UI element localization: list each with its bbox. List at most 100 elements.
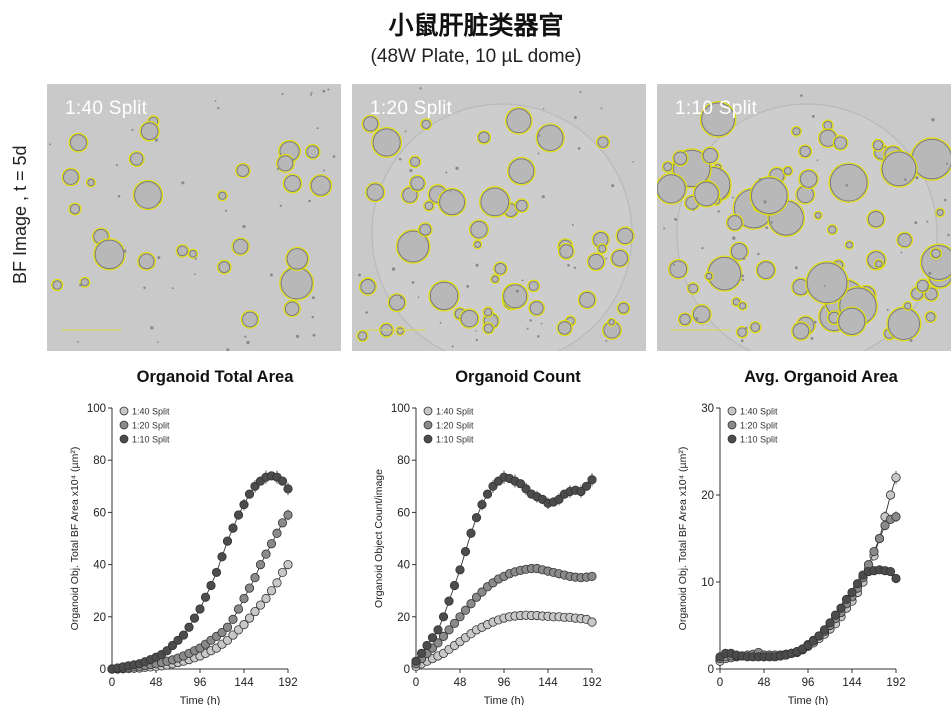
debris bbox=[741, 278, 744, 282]
legend-marker bbox=[119, 434, 129, 444]
debris bbox=[246, 340, 250, 345]
organoid bbox=[915, 278, 931, 294]
debris bbox=[515, 289, 519, 293]
y-tick-label: 30 bbox=[701, 403, 714, 415]
organoid bbox=[279, 265, 315, 301]
series-2 bbox=[411, 470, 597, 666]
data-point bbox=[211, 567, 222, 578]
debris bbox=[269, 273, 273, 277]
debris bbox=[225, 209, 228, 212]
organoid bbox=[61, 167, 81, 187]
data-point bbox=[206, 580, 216, 591]
debris bbox=[573, 266, 577, 270]
data-point bbox=[239, 593, 249, 604]
debris bbox=[567, 264, 570, 267]
organoid bbox=[826, 224, 838, 236]
data-point bbox=[847, 587, 857, 598]
data-point bbox=[880, 520, 890, 531]
organoid bbox=[175, 244, 190, 258]
debris bbox=[327, 88, 330, 91]
data-point bbox=[250, 606, 260, 617]
data-point bbox=[427, 633, 438, 643]
x-tick-label: 192 bbox=[582, 677, 601, 689]
data-point bbox=[841, 594, 852, 604]
data-point bbox=[466, 599, 476, 609]
data-point bbox=[228, 523, 238, 533]
data-point bbox=[477, 499, 487, 510]
x-axis-label: Time (h) bbox=[180, 695, 221, 705]
debris bbox=[573, 116, 577, 119]
debris bbox=[926, 220, 929, 223]
legend-marker bbox=[423, 420, 433, 430]
organoid bbox=[902, 301, 913, 311]
organoid bbox=[216, 259, 232, 275]
data-point bbox=[869, 546, 879, 557]
debris bbox=[295, 334, 300, 338]
organoid bbox=[596, 135, 610, 150]
debris bbox=[475, 338, 479, 342]
y-tick-label: 60 bbox=[93, 507, 106, 519]
organoid bbox=[737, 301, 748, 311]
data-point bbox=[277, 518, 288, 528]
data-point bbox=[587, 571, 597, 581]
data-point bbox=[178, 630, 189, 640]
debris bbox=[813, 320, 817, 324]
organoid bbox=[361, 114, 380, 133]
debris bbox=[123, 249, 127, 253]
data-point bbox=[277, 476, 288, 486]
debris bbox=[214, 100, 217, 102]
series-0 bbox=[107, 560, 293, 674]
organoid bbox=[557, 242, 575, 260]
organoid bbox=[282, 173, 303, 194]
debris bbox=[49, 143, 52, 146]
legend-label: 1:20 Split bbox=[132, 421, 170, 431]
y-tick-label: 20 bbox=[397, 612, 410, 624]
data-point bbox=[239, 499, 249, 510]
data-point bbox=[261, 593, 271, 604]
data-point bbox=[488, 481, 498, 491]
debris bbox=[156, 341, 159, 344]
organoid bbox=[782, 165, 794, 177]
data-point bbox=[455, 612, 465, 622]
series-2 bbox=[715, 565, 901, 662]
organoid bbox=[556, 319, 573, 337]
debris bbox=[409, 169, 413, 173]
organoid bbox=[692, 180, 721, 208]
y-tick-label: 100 bbox=[87, 403, 106, 415]
x-tick-label: 144 bbox=[538, 677, 558, 689]
row-label: BF Image , t = 5d bbox=[10, 145, 30, 284]
debris bbox=[577, 147, 581, 150]
y-tick-label: 60 bbox=[397, 507, 410, 519]
debris bbox=[695, 317, 699, 321]
debris bbox=[310, 93, 313, 96]
debris bbox=[757, 252, 760, 256]
data-point bbox=[189, 613, 200, 623]
data-point bbox=[438, 631, 449, 641]
organoid bbox=[459, 308, 480, 329]
debris bbox=[800, 94, 803, 97]
organoid bbox=[395, 326, 406, 336]
debris bbox=[537, 134, 541, 137]
organoid bbox=[832, 135, 849, 151]
image-label: 1:20 Split bbox=[370, 98, 453, 119]
organoid bbox=[615, 226, 635, 246]
data-point bbox=[460, 546, 471, 557]
data-point bbox=[239, 620, 249, 630]
debris bbox=[117, 194, 121, 198]
organoid bbox=[387, 293, 407, 312]
debris bbox=[79, 283, 82, 287]
debris bbox=[521, 279, 524, 282]
organoid bbox=[729, 241, 749, 262]
data-point bbox=[272, 528, 282, 538]
debris bbox=[181, 181, 185, 185]
legend-label: 1:20 Split bbox=[740, 421, 778, 431]
debris bbox=[915, 176, 919, 180]
data-point bbox=[416, 648, 427, 658]
debris bbox=[311, 296, 315, 300]
legend-label: 1:40 Split bbox=[436, 407, 474, 417]
data-point bbox=[885, 490, 896, 500]
debris bbox=[308, 199, 311, 203]
organoid bbox=[873, 258, 884, 269]
data-point bbox=[482, 489, 493, 499]
data-point bbox=[874, 533, 885, 544]
